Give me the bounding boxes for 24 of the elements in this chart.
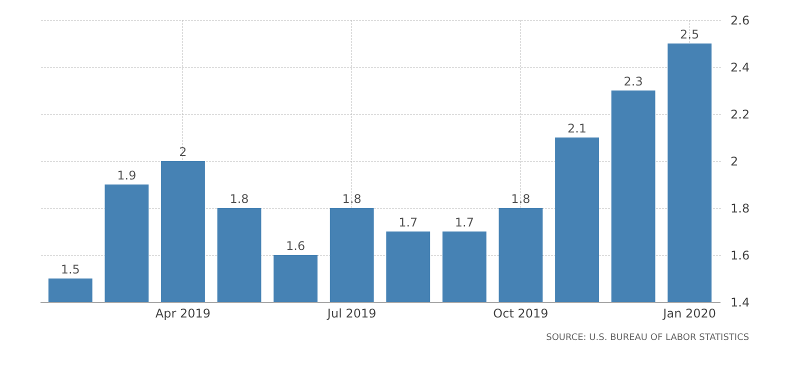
data-label: 1.7 bbox=[454, 216, 474, 230]
y-tick-label: 1.8 bbox=[730, 202, 750, 216]
source-note: SOURCE: U.S. BUREAU OF LABOR STATISTICS bbox=[546, 333, 750, 343]
data-label: 2 bbox=[179, 145, 187, 159]
y-tick-label: 2.4 bbox=[730, 60, 750, 74]
y-tick-label: 1.6 bbox=[730, 248, 750, 262]
data-label: 1.8 bbox=[230, 192, 249, 206]
data-label: 2.5 bbox=[680, 28, 700, 42]
y-tick-label: 2 bbox=[730, 154, 738, 168]
x-tick-label: Jul 2019 bbox=[326, 306, 376, 320]
y-tick-label: 1.4 bbox=[730, 296, 750, 310]
data-label: 1.8 bbox=[342, 192, 362, 206]
y-tick-label: 2.2 bbox=[730, 108, 750, 122]
data-label: 2.3 bbox=[624, 74, 643, 88]
x-tick-label: Apr 2019 bbox=[155, 306, 211, 320]
data-label: 2.1 bbox=[567, 122, 587, 136]
data-label: 1.5 bbox=[60, 262, 80, 276]
x-tick-label: Oct 2019 bbox=[493, 306, 548, 320]
x-tick-label: Jan 2020 bbox=[662, 306, 716, 320]
data-label: 1.9 bbox=[117, 168, 136, 182]
y-tick-label: 2.6 bbox=[730, 14, 750, 28]
data-label: 1.6 bbox=[286, 239, 306, 253]
data-label: 1.8 bbox=[511, 192, 530, 206]
data-label: 1.7 bbox=[398, 216, 418, 230]
